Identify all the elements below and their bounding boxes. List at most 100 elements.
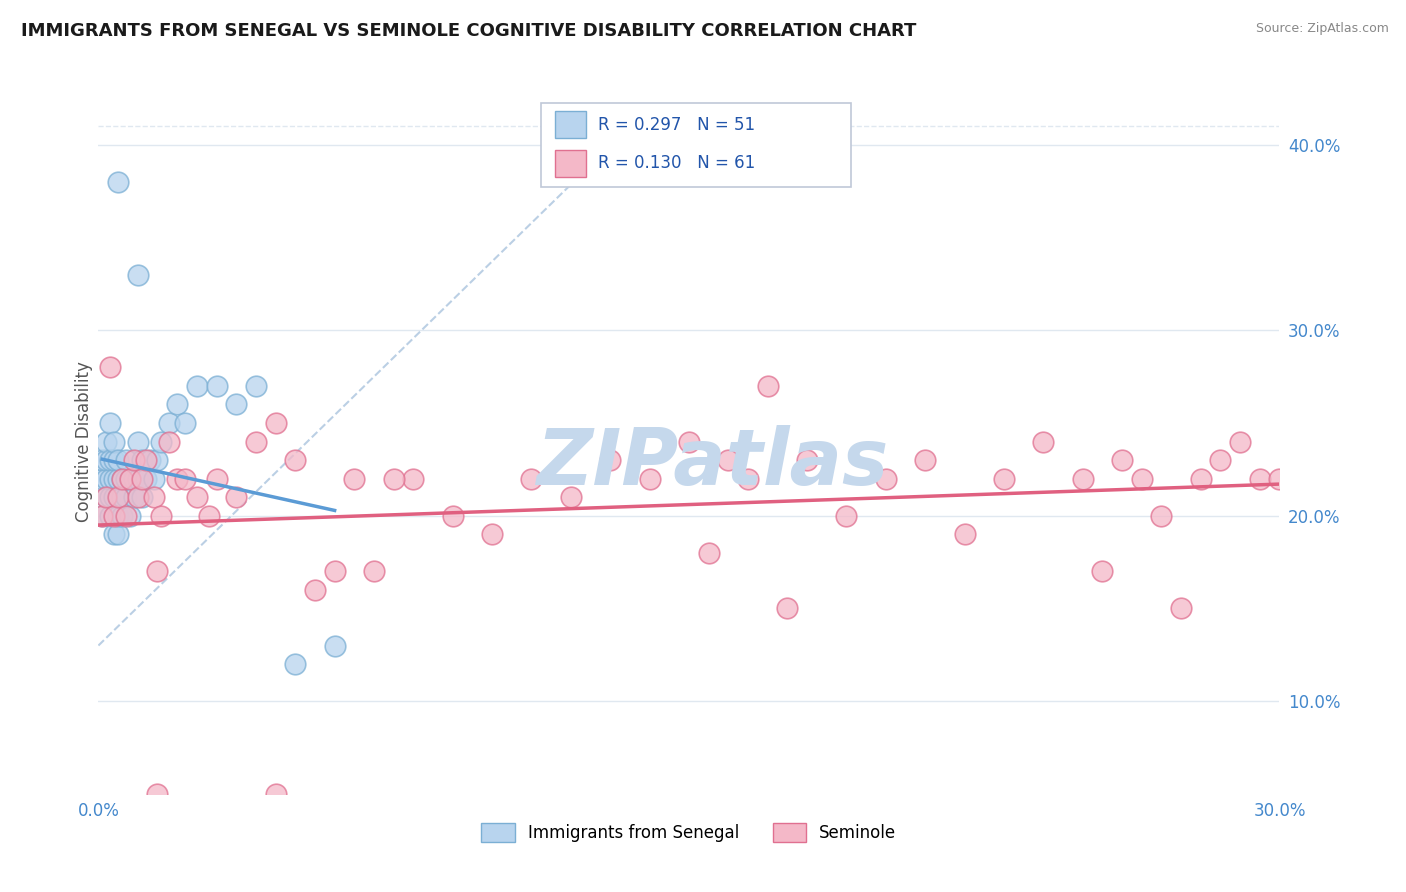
Point (197, 508, 219, 523)
Point (1130, 472, 1153, 486)
Point (135, 453, 157, 467)
Point (1032, 434, 1054, 449)
Point (1071, 472, 1094, 486)
Point (103, 490, 125, 504)
Point (98, 416, 121, 430)
Point (96, 472, 118, 486)
Point (91, 472, 114, 486)
Text: R = 0.297   N = 51: R = 0.297 N = 51 (598, 116, 755, 134)
Point (756, 379, 779, 393)
Point (91, 508, 114, 523)
Point (245, 379, 267, 393)
Point (96, 453, 118, 467)
Point (96, 490, 118, 504)
Point (1189, 472, 1212, 486)
Point (115, 490, 138, 504)
Point (441, 508, 464, 523)
Point (264, 416, 287, 430)
Point (323, 565, 346, 579)
Point (115, 453, 138, 467)
Point (127, 434, 149, 449)
Point (103, 527, 125, 541)
Point (118, 472, 141, 486)
Point (304, 582, 326, 597)
Y-axis label: Cognitive Disability: Cognitive Disability (75, 361, 93, 522)
Point (107, 490, 129, 504)
Point (107, 453, 129, 467)
Point (737, 472, 759, 486)
Point (157, 416, 180, 430)
Point (225, 397, 247, 411)
Point (131, 453, 153, 467)
Point (205, 805, 228, 820)
Point (131, 472, 153, 486)
Point (118, 508, 141, 523)
Point (323, 639, 346, 653)
Point (560, 490, 582, 504)
Point (115, 508, 138, 523)
Point (186, 379, 208, 393)
Point (520, 472, 543, 486)
Point (98, 360, 121, 375)
Point (111, 508, 134, 523)
Point (96, 434, 118, 449)
Point (186, 490, 208, 504)
Point (118, 472, 141, 486)
Point (1209, 453, 1232, 467)
Point (98, 508, 121, 523)
Point (96, 490, 118, 504)
Point (284, 453, 307, 467)
Point (146, 787, 169, 801)
Point (678, 434, 700, 449)
Point (1268, 472, 1291, 486)
Point (717, 453, 740, 467)
Point (103, 508, 125, 523)
Text: Source: ZipAtlas.com: Source: ZipAtlas.com (1256, 22, 1389, 36)
Text: R = 0.130   N = 61: R = 0.130 N = 61 (598, 154, 755, 172)
Point (157, 434, 180, 449)
Point (98, 472, 121, 486)
Point (1170, 601, 1192, 615)
Point (127, 490, 149, 504)
Point (875, 472, 897, 486)
Point (205, 379, 228, 393)
Point (122, 472, 145, 486)
Point (264, 787, 287, 801)
Point (103, 508, 125, 523)
Point (796, 453, 818, 467)
Point (1091, 565, 1114, 579)
Point (382, 472, 405, 486)
Point (115, 472, 138, 486)
Point (146, 453, 169, 467)
Point (1150, 508, 1173, 523)
Legend: Immigrants from Senegal, Seminole: Immigrants from Senegal, Seminole (475, 816, 903, 849)
Point (142, 472, 165, 486)
Point (245, 434, 267, 449)
Point (402, 472, 425, 486)
Point (107, 175, 129, 189)
Point (107, 508, 129, 523)
Point (993, 472, 1015, 486)
Point (127, 472, 149, 486)
Point (122, 490, 145, 504)
Point (166, 397, 188, 411)
Point (138, 453, 160, 467)
Point (776, 601, 799, 615)
Point (103, 472, 125, 486)
Point (142, 490, 165, 504)
Point (98, 453, 121, 467)
Point (111, 472, 134, 486)
Point (122, 453, 145, 467)
Point (205, 472, 228, 486)
Point (98, 490, 121, 504)
Text: IMMIGRANTS FROM SENEGAL VS SEMINOLE COGNITIVE DISABILITY CORRELATION CHART: IMMIGRANTS FROM SENEGAL VS SEMINOLE COGN… (21, 22, 917, 40)
Point (697, 546, 720, 560)
Point (131, 490, 153, 504)
Point (103, 453, 125, 467)
Point (914, 453, 936, 467)
Point (107, 490, 129, 504)
Point (599, 453, 621, 467)
Point (150, 508, 173, 523)
Point (284, 657, 307, 671)
Point (953, 527, 976, 541)
